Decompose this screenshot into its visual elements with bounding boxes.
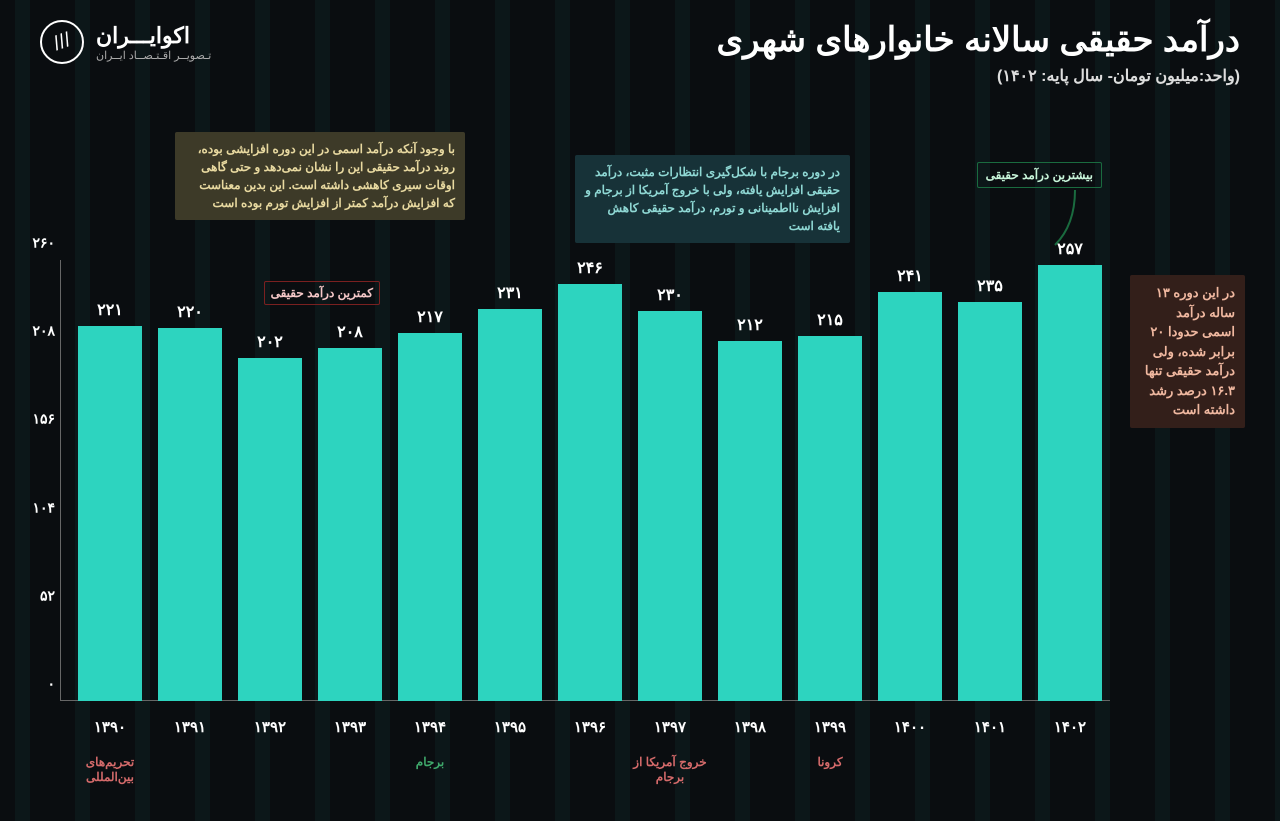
brand-block: اکوایـــران تـصویــر اقـتـصــاد ایــران … — [40, 20, 211, 64]
event-label — [950, 755, 1030, 786]
y-tick-label: ۱۵۶ — [15, 411, 55, 428]
chart-subtitle: (واحد:میلیون تومان- سال پایه: ۱۴۰۲) — [717, 66, 1241, 86]
bar-wrap: ۲۳۵ — [950, 276, 1030, 701]
chart-title: درآمد حقیقی سالانه خانوارهای شهری — [717, 20, 1241, 60]
chart-plot-area: ۰۵۲۱۰۴۱۵۶۲۰۸۲۶۰ ۲۲۱۲۲۰۲۰۲۲۰۸۲۱۷۲۳۱۲۴۶۲۳۰… — [60, 260, 1110, 701]
connector-max — [1040, 185, 1100, 255]
annotation-min-income: کمترین درآمد حقیقی — [264, 281, 380, 305]
bar — [638, 311, 702, 701]
bar — [798, 336, 862, 701]
brand-logo-icon: /// — [40, 20, 84, 64]
bar-wrap: ۲۳۰ — [630, 285, 710, 701]
event-label — [150, 755, 230, 786]
bar-wrap: ۲۱۵ — [790, 310, 870, 701]
bar-value-label: ۲۴۶ — [577, 258, 603, 278]
x-axis-labels: ۱۳۹۰۱۳۹۱۱۳۹۲۱۳۹۳۱۳۹۴۱۳۹۵۱۳۹۶۱۳۹۷۱۳۹۸۱۳۹۹… — [70, 718, 1110, 736]
bar-wrap: ۲۵۷ — [1030, 239, 1110, 701]
y-tick-label: ۱۰۴ — [15, 499, 55, 516]
bar-value-label: ۲۱۷ — [417, 307, 443, 327]
bar — [158, 328, 222, 701]
bar-wrap: ۲۴۱ — [870, 266, 950, 701]
x-axis-year: ۱۳۹۰ — [70, 718, 150, 736]
bar — [958, 302, 1022, 701]
event-label — [230, 755, 310, 786]
event-label — [310, 755, 390, 786]
bar-wrap: ۲۱۲ — [710, 315, 790, 701]
y-tick-label: ۲۶۰ — [15, 235, 55, 252]
x-axis-year: ۱۳۹۴ — [390, 718, 470, 736]
event-label — [470, 755, 550, 786]
y-tick-label: ۰ — [15, 676, 55, 693]
bar-wrap: ۲۱۷ — [390, 307, 470, 701]
brand-tagline: تـصویــر اقـتـصــاد ایــران — [96, 49, 211, 62]
bar-value-label: ۲۳۵ — [977, 276, 1003, 296]
x-axis-year: ۱۳۹۱ — [150, 718, 230, 736]
bar-value-label: ۲۳۱ — [497, 283, 523, 303]
annotation-nominal-vs-real: با وجود آنکه درآمد اسمی در این دوره افزا… — [175, 132, 465, 220]
x-axis-year: ۱۳۹۵ — [470, 718, 550, 736]
bars-container: ۲۲۱۲۲۰۲۰۲۲۰۸۲۱۷۲۳۱۲۴۶۲۳۰۲۱۲۲۱۵۲۴۱۲۳۵۲۵۷ — [70, 260, 1110, 701]
bar-value-label: ۲۰۲ — [257, 332, 283, 352]
bar-wrap: ۲۴۶ — [550, 258, 630, 701]
bar — [238, 358, 302, 701]
x-axis-year: ۱۴۰۲ — [1030, 718, 1110, 736]
x-axis-year: ۱۴۰۱ — [950, 718, 1030, 736]
bar — [558, 284, 622, 701]
x-axis-year: ۱۳۹۹ — [790, 718, 870, 736]
x-axis-year: ۱۳۹۲ — [230, 718, 310, 736]
bar-value-label: ۲۱۲ — [737, 315, 763, 335]
bar-wrap: ۲۲۱ — [70, 300, 150, 701]
x-axis-year: ۱۴۰۰ — [870, 718, 950, 736]
header: درآمد حقیقی سالانه خانوارهای شهری (واحد:… — [40, 20, 1240, 86]
bar — [878, 292, 942, 701]
event-label: خروج آمریکا از برجام — [630, 755, 710, 786]
bar — [78, 326, 142, 701]
bar-wrap: ۲۲۰ — [150, 302, 230, 701]
bar — [398, 333, 462, 701]
bar-wrap: ۲۳۱ — [470, 283, 550, 701]
bar-value-label: ۲۲۰ — [177, 302, 203, 322]
bar — [718, 341, 782, 701]
event-label: کرونا — [790, 755, 870, 786]
bar-wrap: ۲۰۲ — [230, 332, 310, 701]
event-label — [550, 755, 630, 786]
event-label — [1030, 755, 1110, 786]
event-label — [710, 755, 790, 786]
bar-value-label: ۲۲۱ — [97, 300, 123, 320]
event-label: تحریم‌های بین‌المللی — [70, 755, 150, 786]
annotation-jcpoa: در دوره برجام با شکل‌گیری انتظارات مثبت،… — [575, 155, 850, 243]
event-labels-row: تحریم‌های بین‌المللی برجام خروج آمریکا از … — [70, 755, 1110, 786]
brand-name: اکوایـــران — [96, 23, 211, 49]
bar — [318, 348, 382, 701]
bar-value-label: ۲۳۰ — [657, 285, 683, 305]
y-tick-label: ۲۰۸ — [15, 323, 55, 340]
bar — [478, 309, 542, 701]
bar-value-label: ۲۴۱ — [897, 266, 923, 286]
x-axis-year: ۱۳۹۷ — [630, 718, 710, 736]
event-label — [870, 755, 950, 786]
event-label: برجام — [390, 755, 470, 786]
bar — [1038, 265, 1102, 701]
y-axis — [60, 260, 61, 701]
bar-wrap: ۲۰۸ — [310, 322, 390, 701]
bar-value-label: ۲۰۸ — [337, 322, 363, 342]
x-axis-year: ۱۳۹۶ — [550, 718, 630, 736]
x-axis-year: ۱۳۹۸ — [710, 718, 790, 736]
y-tick-label: ۵۲ — [15, 587, 55, 604]
annotation-13-year: در این دوره ۱۳ ساله درآمد اسمی حدودا ۲۰ … — [1130, 275, 1245, 428]
annotation-max-income: بیشترین درآمد حقیقی — [977, 162, 1102, 188]
bar-value-label: ۲۱۵ — [817, 310, 843, 330]
x-axis-year: ۱۳۹۳ — [310, 718, 390, 736]
